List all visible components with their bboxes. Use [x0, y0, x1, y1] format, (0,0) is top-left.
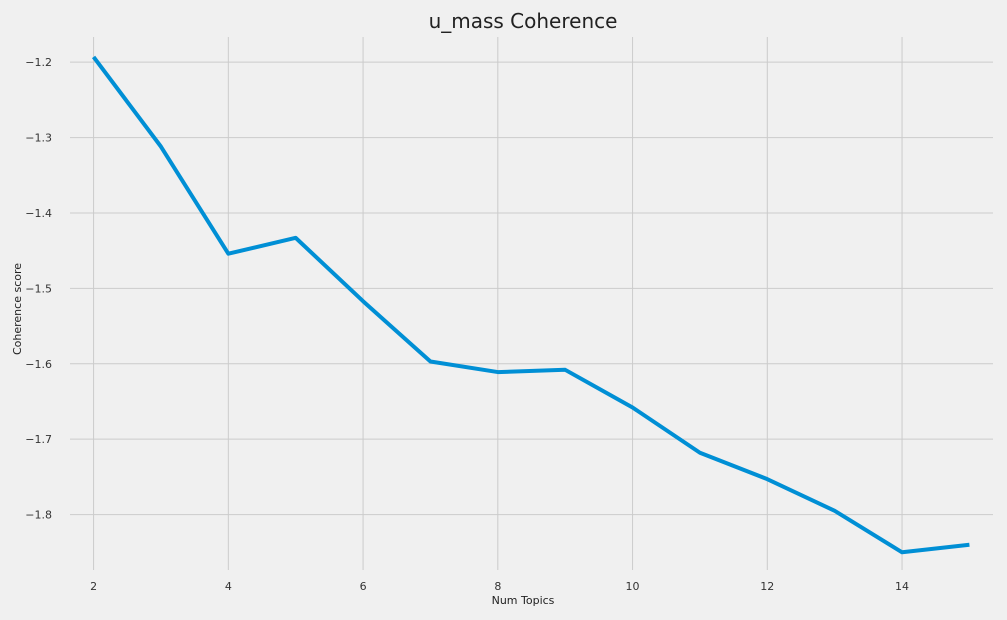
y-axis-label: Coherence score	[11, 263, 24, 355]
series-group	[91, 55, 970, 555]
x-tick-label: 4	[225, 580, 232, 593]
y-tick-label: −1.2	[25, 56, 52, 69]
x-tick-label: 10	[626, 580, 640, 593]
y-tick-labels: −1.2 −1.3 −1.4 −1.5 −1.6 −1.7 −1.8	[25, 56, 52, 521]
x-tick-label: 8	[494, 580, 501, 593]
x-tick-label: 12	[760, 580, 774, 593]
y-tick-label: −1.6	[25, 358, 52, 371]
y-tick-label: −1.8	[25, 509, 52, 522]
y-tick-label: −1.4	[25, 207, 52, 220]
chart-title: u_mass Coherence	[429, 9, 618, 33]
y-tick-label: −1.7	[25, 433, 52, 446]
x-axis-label: Num Topics	[492, 594, 555, 607]
y-tick-label: −1.3	[25, 132, 52, 145]
x-tick-labels: 2 4 6 8 10 12 14	[90, 580, 909, 593]
x-tick-label: 6	[360, 580, 367, 593]
series-line	[91, 55, 970, 555]
x-tick-label: 14	[895, 580, 909, 593]
x-tick-label: 2	[90, 580, 97, 593]
y-tick-label: −1.5	[25, 282, 52, 295]
